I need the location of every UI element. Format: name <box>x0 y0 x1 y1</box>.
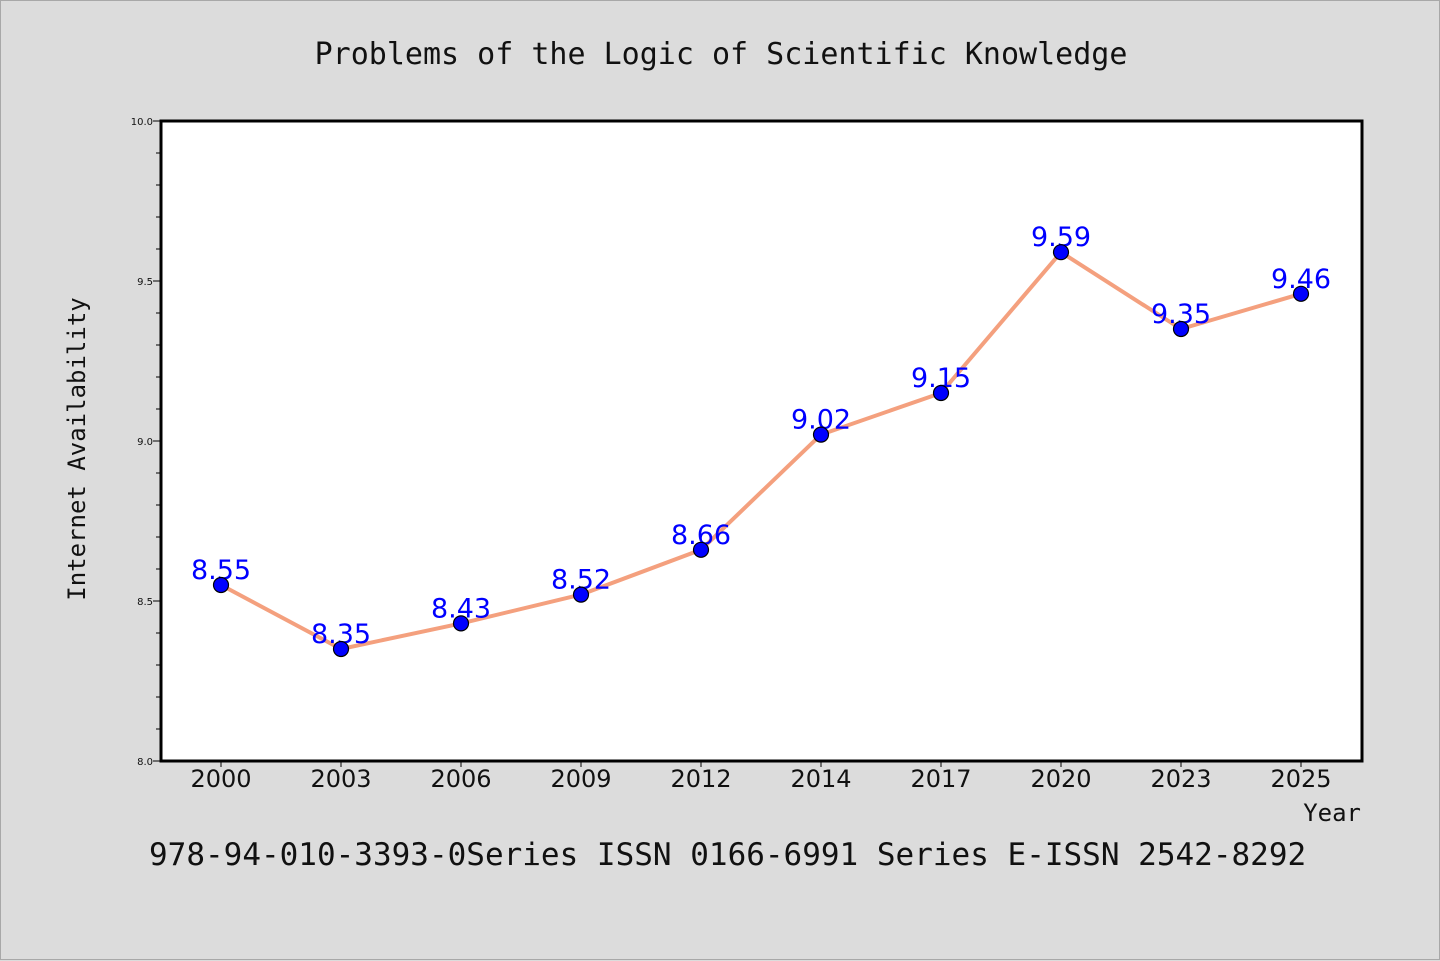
x-axis: 2000 2003 2006 2009 2012 2014 2017 2020 2023 2025 <box>190 761 1332 793</box>
x-tick-label: 2000 <box>190 765 251 793</box>
x-tick-label: 2014 <box>790 765 851 793</box>
data-point <box>1172 320 1190 338</box>
x-axis-title: Year <box>1303 799 1361 827</box>
x-tick-label: 2017 <box>910 765 971 793</box>
y-tick-label: 10.0 <box>131 117 153 128</box>
data-point <box>1292 285 1310 302</box>
y-tick-label: 9.5 <box>137 277 153 288</box>
data-point <box>212 576 230 594</box>
data-point <box>572 586 590 603</box>
x-tick-label: 2020 <box>1030 765 1091 793</box>
data-point <box>452 615 470 632</box>
data-point <box>332 640 350 658</box>
plot-border <box>159 119 1364 763</box>
x-tick-label: 2009 <box>550 765 611 793</box>
data-point <box>692 541 710 558</box>
x-tick-label: 2012 <box>670 765 731 793</box>
x-tick-label: 2003 <box>310 765 371 793</box>
y-tick-label: 9.0 <box>137 437 153 448</box>
data-point <box>932 384 950 402</box>
data-point <box>1052 244 1070 261</box>
footer-text: 978-94-010-3393-0Series ISSN 0166-6991 S… <box>149 837 1306 873</box>
x-tick-label: 2006 <box>430 765 491 793</box>
y-tick-label: 8.0 <box>137 757 153 768</box>
plot-area <box>161 121 1362 761</box>
x-tick-label: 2023 <box>1150 765 1211 793</box>
y-axis-title: Internet Availability <box>63 297 91 600</box>
series-group: 8.558.358.438.528.669.029.159.599.359.46 <box>191 222 1331 658</box>
x-tick-label: 2025 <box>1270 765 1331 793</box>
series-line <box>220 250 1302 651</box>
data-point <box>812 426 830 443</box>
chart-title: Problems of the Logic of Scientific Know… <box>315 37 1128 72</box>
y-tick-label: 8.5 <box>137 597 153 608</box>
y-axis: 8.0 8.5 9.0 9.5 10.0 <box>131 117 161 768</box>
